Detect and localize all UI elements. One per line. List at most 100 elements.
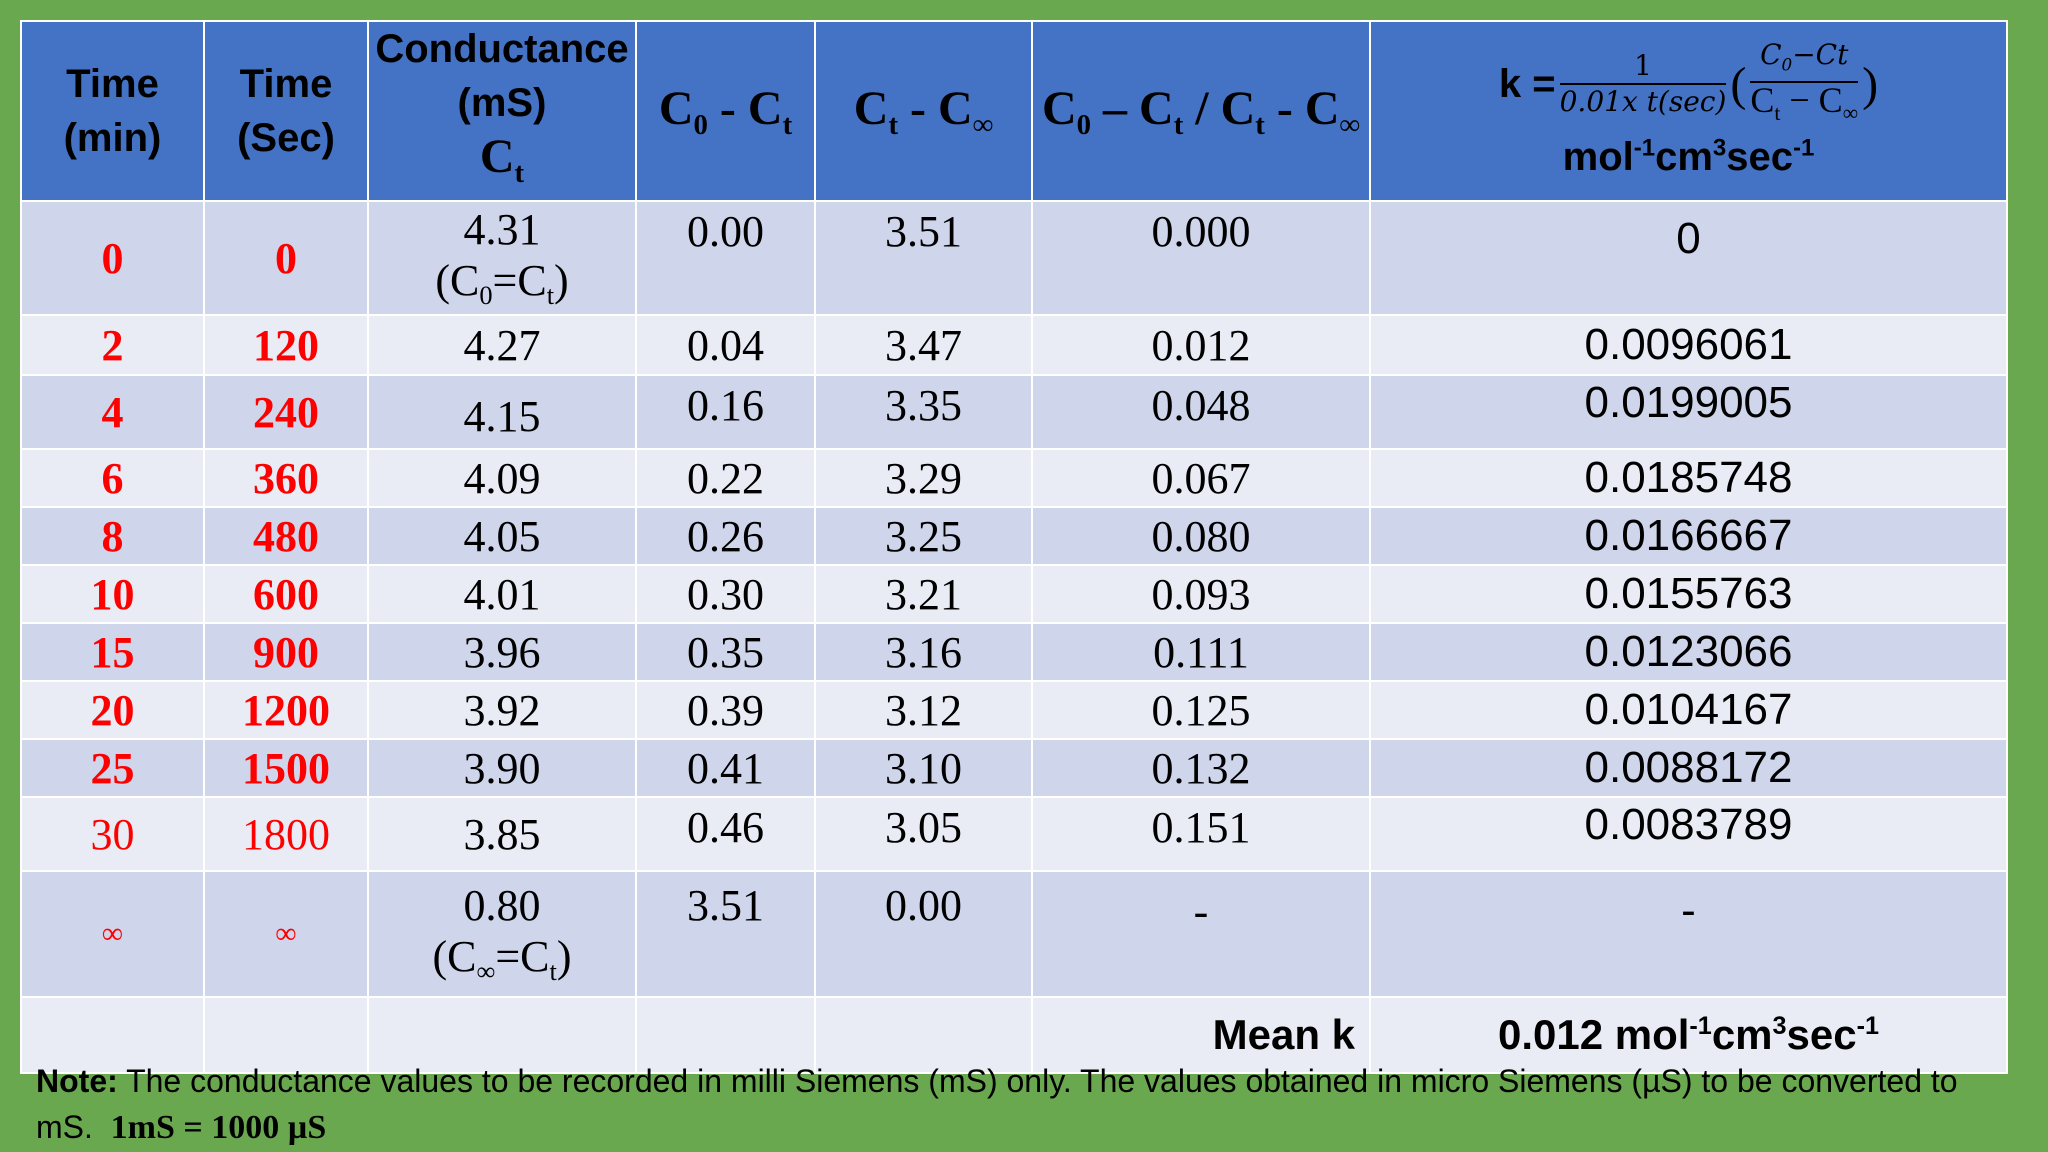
cell-ct-minus-cinf: 3.16 [814, 622, 1033, 683]
cell-ratio: - [1031, 870, 1371, 999]
cell-time-min: 2 [20, 314, 205, 377]
cell-c0-minus-ct: 0.26 [635, 506, 816, 567]
cell-time-sec: 360 [203, 448, 369, 509]
kinetics-data-table: Time (min) Time (Sec) Conductance (mS) C… [20, 19, 2008, 1075]
cell-k: 0.0166667 [1369, 506, 2008, 567]
cell-k: 0.0185748 [1369, 448, 2008, 509]
table-row: ∞ ∞ 0.80 (C∞=Ct) 3.51 0.00 - - [20, 870, 2008, 999]
cell-conductance-note: (C0=Ct) [435, 256, 569, 311]
mean-row: Mean k 0.012 mol-1cm3sec-1 [20, 996, 2008, 1075]
cell-ct-minus-cinf: 3.29 [814, 448, 1033, 509]
cell-k: 0.0088172 [1369, 738, 2008, 799]
cell-c0-minus-ct: 0.00 [635, 200, 816, 317]
cell-time-min: 0 [20, 200, 205, 317]
k-units: mol-1cm3sec-1 [1562, 135, 1815, 180]
k-formula-prefix: k = [1498, 61, 1556, 106]
cell-c0-minus-ct: 0.39 [635, 680, 816, 741]
cell-k: 0.0123066 [1369, 622, 2008, 683]
cell-ct-minus-cinf: 3.21 [814, 564, 1033, 625]
cell-ct-minus-cinf: 3.25 [814, 506, 1033, 567]
cell-c0-minus-ct: 0.16 [635, 374, 816, 451]
cell-ratio: 0.012 [1031, 314, 1371, 377]
cell-conductance-value: 4.31 [463, 205, 541, 255]
cell-conductance: 4.27 [367, 314, 637, 377]
cell-ratio: 0.111 [1031, 622, 1371, 683]
cell-k: - [1369, 870, 2008, 999]
cell-ratio: 0.125 [1031, 680, 1371, 741]
cell-c0-minus-ct: 0.30 [635, 564, 816, 625]
cell-k: 0.0096061 [1369, 314, 2008, 377]
cell-time-sec: 480 [203, 506, 369, 567]
cell-ratio: 0.000 [1031, 200, 1371, 317]
cell-time-min: 8 [20, 506, 205, 567]
table-row: 8 480 4.05 0.26 3.25 0.080 0.0166667 [20, 506, 2008, 567]
table-row: 4 240 4.15 0.16 3.35 0.048 0.0199005 [20, 374, 2008, 451]
header-time-min-line1: Time [66, 62, 159, 107]
cell-time-min: ∞ [20, 870, 205, 999]
header-row: Time (min) Time (Sec) Conductance (mS) C… [20, 19, 2008, 203]
cell-conductance: 3.90 [367, 738, 637, 799]
cell-conductance: 4.05 [367, 506, 637, 567]
data-table-container: Time (min) Time (Sec) Conductance (mS) C… [20, 19, 2008, 1075]
cell-k: 0.0104167 [1369, 680, 2008, 741]
header-time-sec-line1: Time [239, 62, 333, 107]
cell-time-min: 20 [20, 680, 205, 741]
k-formula-fraction-1: 1 0.01x t(sec) [1559, 49, 1727, 119]
header-ct-minus-cinf: Ct - C∞ [814, 19, 1033, 203]
cell-conductance: 4.09 [367, 448, 637, 509]
cell-time-min: 6 [20, 448, 205, 509]
cell-time-min: 30 [20, 796, 205, 873]
header-conductance-line1: Conductance [375, 27, 629, 71]
cell-c0-minus-ct: 0.46 [635, 796, 816, 873]
note-label: Note: [36, 1063, 118, 1099]
header-time-min: Time (min) [20, 19, 205, 203]
footnote: Note: The conductance values to be recor… [36, 1058, 2016, 1151]
cell-conductance: 4.15 [367, 374, 637, 451]
header-c0-minus-ct: C0 - Ct [635, 19, 816, 203]
table-row: 20 1200 3.92 0.39 3.12 0.125 0.0104167 [20, 680, 2008, 741]
note-equation: 1mS = 1000 µS [110, 1109, 327, 1146]
cell-ct-minus-cinf: 3.05 [814, 796, 1033, 873]
cell-ratio: 0.132 [1031, 738, 1371, 799]
cell-conductance: 3.96 [367, 622, 637, 683]
cell-conductance: 4.01 [367, 564, 637, 625]
cell-ct-minus-cinf: 3.35 [814, 374, 1033, 451]
cell-time-min: 25 [20, 738, 205, 799]
cell-time-sec: 1200 [203, 680, 369, 741]
cell-c0-minus-ct: 0.35 [635, 622, 816, 683]
table-row: 2 120 4.27 0.04 3.47 0.012 0.0096061 [20, 314, 2008, 377]
cell-time-min: 15 [20, 622, 205, 683]
table-row: 30 1800 3.85 0.46 3.05 0.151 0.0083789 [20, 796, 2008, 873]
cell-conductance: 4.31 (C0=Ct) [367, 200, 637, 317]
cell-conductance-note: (C∞=Ct) [432, 932, 572, 987]
cell-ct-minus-cinf: 3.47 [814, 314, 1033, 377]
cell-c0-minus-ct: 3.51 [635, 870, 816, 999]
cell-c0-minus-ct: 0.22 [635, 448, 816, 509]
cell-k: 0 [1369, 200, 2008, 317]
cell-time-sec: 0 [203, 200, 369, 317]
cell-time-sec: 240 [203, 374, 369, 451]
note-text: The conductance values to be recorded in… [36, 1063, 1958, 1145]
cell-time-sec: ∞ [203, 870, 369, 999]
cell-k: 0.0155763 [1369, 564, 2008, 625]
cell-ct-minus-cinf: 0.00 [814, 870, 1033, 999]
mean-k-label: Mean k [1031, 996, 1371, 1075]
table-row: 25 1500 3.90 0.41 3.10 0.132 0.0088172 [20, 738, 2008, 799]
cell-conductance: 3.85 [367, 796, 637, 873]
cell-ct-minus-cinf: 3.51 [814, 200, 1033, 317]
table-row: 15 900 3.96 0.35 3.16 0.111 0.0123066 [20, 622, 2008, 683]
cell-time-min: 4 [20, 374, 205, 451]
cell-conductance: 3.92 [367, 680, 637, 741]
header-k-formula: k = 1 0.01x t(sec) ( C0−Ct Ct − C∞ ) mol… [1369, 19, 2008, 203]
cell-c0-minus-ct: 0.41 [635, 738, 816, 799]
cell-k: 0.0199005 [1369, 374, 2008, 451]
empty-cell [367, 996, 637, 1075]
empty-cell [635, 996, 816, 1075]
cell-ratio: 0.080 [1031, 506, 1371, 567]
cell-conductance: 0.80 (C∞=Ct) [367, 870, 637, 999]
k-formula: k = 1 0.01x t(sec) ( C0−Ct Ct − C∞ ) [1499, 38, 1878, 131]
cell-time-sec: 900 [203, 622, 369, 683]
k-formula-fraction-2: C0−Ct Ct − C∞ [1750, 37, 1859, 126]
cell-ratio: 0.048 [1031, 374, 1371, 451]
mean-k-value: 0.012 mol-1cm3sec-1 [1369, 996, 2008, 1075]
